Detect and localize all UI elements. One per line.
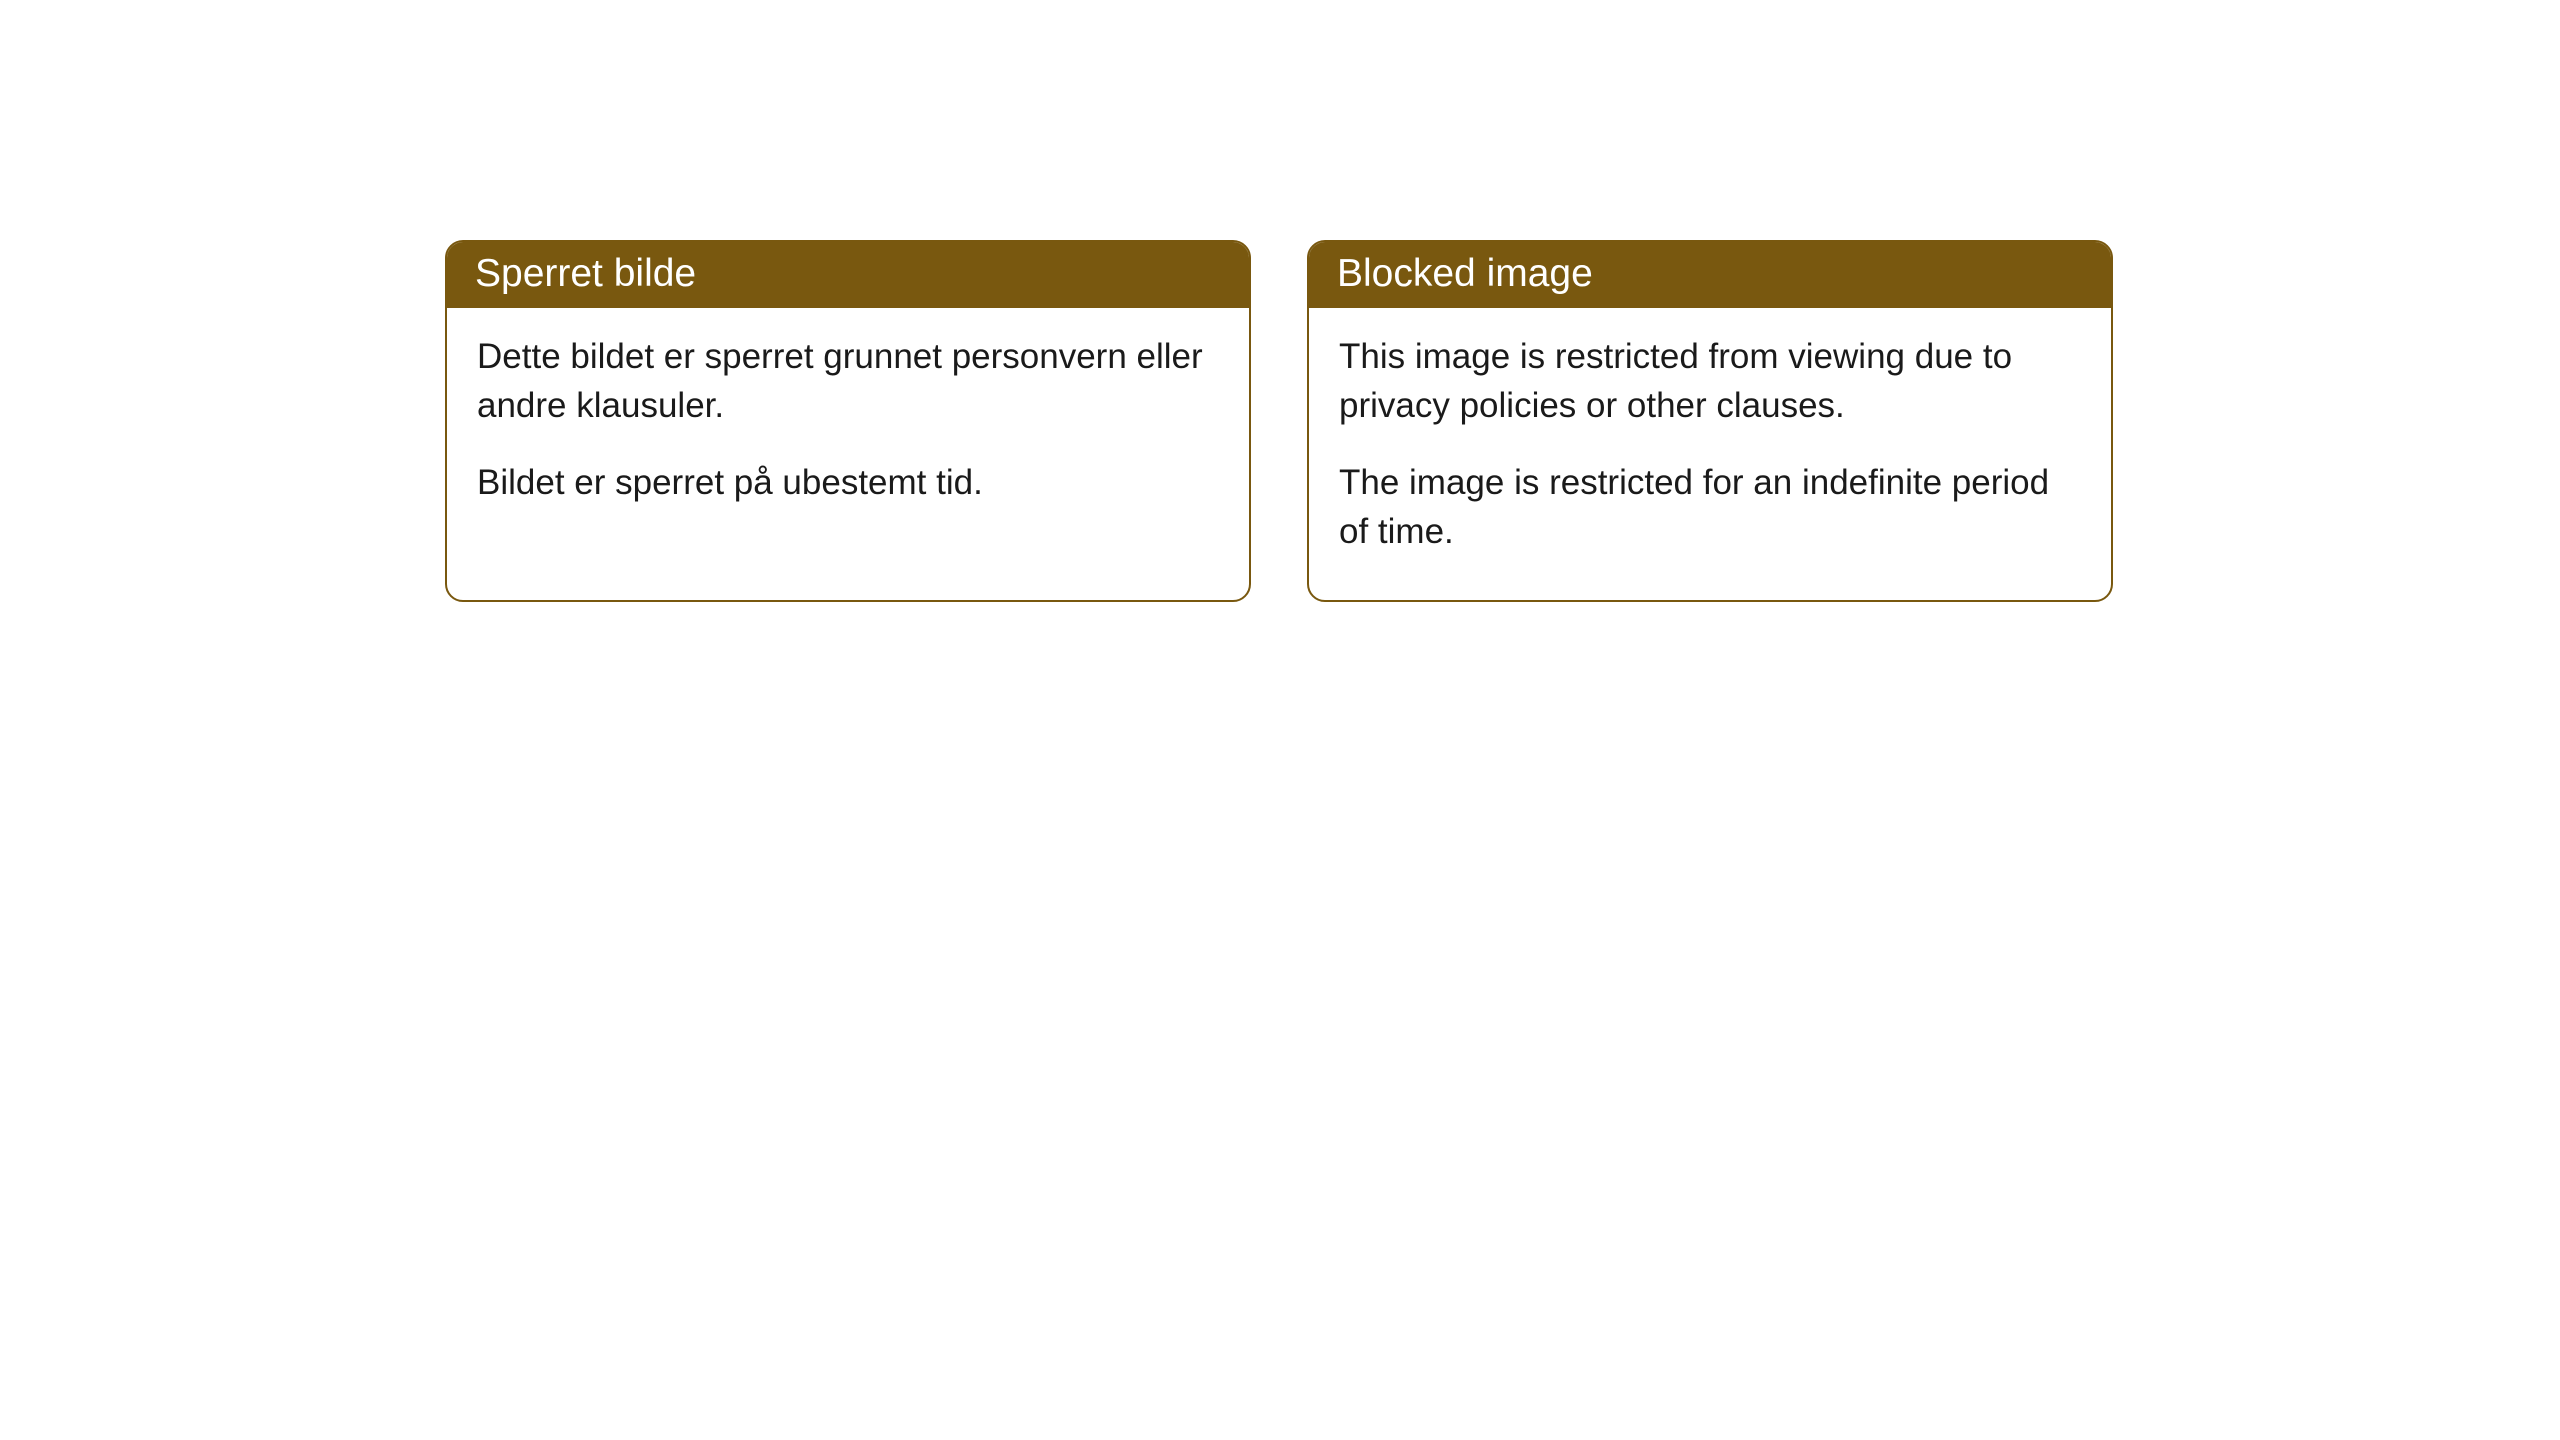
card-paragraph-1: Dette bildet er sperret grunnet personve… bbox=[477, 332, 1219, 430]
card-header: Sperret bilde bbox=[447, 242, 1249, 308]
cards-container: Sperret bilde Dette bildet er sperret gr… bbox=[0, 0, 2560, 602]
card-title: Blocked image bbox=[1337, 252, 1593, 295]
card-paragraph-1: This image is restricted from viewing du… bbox=[1339, 332, 2081, 430]
blocked-image-card-english: Blocked image This image is restricted f… bbox=[1307, 240, 2113, 602]
card-body: Dette bildet er sperret grunnet personve… bbox=[447, 308, 1249, 551]
card-paragraph-2: The image is restricted for an indefinit… bbox=[1339, 458, 2081, 556]
card-title: Sperret bilde bbox=[475, 252, 696, 295]
card-body: This image is restricted from viewing du… bbox=[1309, 308, 2111, 600]
card-header: Blocked image bbox=[1309, 242, 2111, 308]
card-paragraph-2: Bildet er sperret på ubestemt tid. bbox=[477, 458, 1219, 507]
blocked-image-card-norwegian: Sperret bilde Dette bildet er sperret gr… bbox=[445, 240, 1251, 602]
